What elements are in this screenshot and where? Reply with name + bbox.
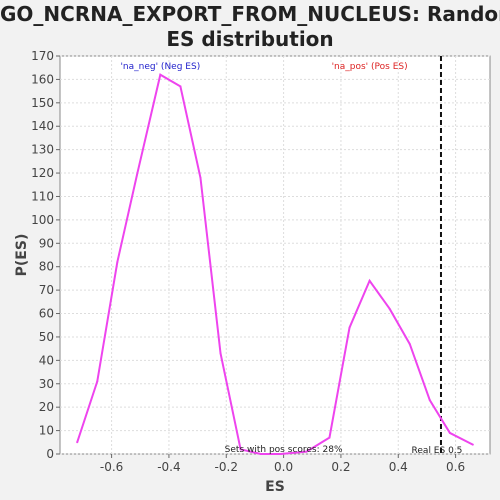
chart-title-line-1: GO_NCRNA_EXPORT_FROM_NUCLEUS: Random (0, 2, 500, 26)
axes: 0 10 20 30 40 50 60 70 80 90 100 110 120 130 140 150 160… (31, 49, 465, 474)
x-tick-label: -0.2 (215, 460, 238, 474)
data-point (199, 176, 202, 179)
y-axis-title: P(ES) (14, 234, 30, 277)
y-tick-label: 40 (39, 353, 54, 367)
data-point (471, 443, 474, 446)
data-point (96, 380, 99, 383)
data-point (408, 342, 411, 345)
data-point (239, 448, 242, 451)
data-point (159, 73, 162, 76)
x-tick-label: -0.4 (157, 460, 180, 474)
data-point (428, 399, 431, 402)
data-point (348, 326, 351, 329)
plot-area (59, 55, 491, 455)
y-tick-label: 70 (39, 283, 54, 297)
data-point (448, 431, 451, 434)
y-tick-label: 130 (31, 143, 54, 157)
y-tick-label: 30 (39, 377, 54, 391)
es-distribution-line (76, 73, 474, 455)
y-tick-label: 160 (31, 72, 54, 86)
data-point (388, 307, 391, 310)
data-point (179, 85, 182, 88)
y-tick-label: 100 (31, 213, 54, 227)
x-axis-title: ES (265, 479, 285, 495)
y-tick-label: 170 (31, 49, 54, 63)
x-tick-label: 0.2 (331, 460, 350, 474)
pos-es-label: 'na_pos' (Pos ES) (332, 62, 408, 72)
y-tick-label: 20 (39, 400, 54, 414)
data-point (328, 436, 331, 439)
data-points (76, 73, 474, 455)
y-tick-label: 10 (39, 424, 54, 438)
data-point (305, 450, 308, 453)
data-point (368, 279, 371, 282)
y-tick-label: 110 (31, 189, 54, 203)
y-tick-label: 80 (39, 260, 54, 274)
chart-title-line-2: ES distribution (166, 27, 334, 51)
data-point (259, 453, 262, 455)
x-tick-label: -0.6 (100, 460, 123, 474)
neg-es-label: 'na_neg' (Neg ES) (120, 62, 200, 72)
x-tick-label: 0.4 (389, 460, 408, 474)
y-tick-label: 0 (46, 447, 54, 461)
y-tick-label: 90 (39, 236, 54, 250)
y-tick-label: 150 (31, 96, 54, 110)
y-tick-label: 120 (31, 166, 54, 180)
pos-scores-note: Sets with pos scores: 28% (225, 445, 343, 455)
y-tick-label: 140 (31, 119, 54, 133)
y-tick-label: 60 (39, 307, 54, 321)
data-point (76, 441, 79, 444)
y-tick-label: 50 (39, 330, 54, 344)
x-tick-label: 0.6 (446, 460, 465, 474)
real-es-label: Real ES 0.5 (412, 446, 463, 456)
data-point (219, 352, 222, 355)
data-point (116, 261, 119, 264)
x-tick-label: 0.0 (274, 460, 293, 474)
data-point (279, 453, 282, 455)
data-point (136, 172, 139, 175)
